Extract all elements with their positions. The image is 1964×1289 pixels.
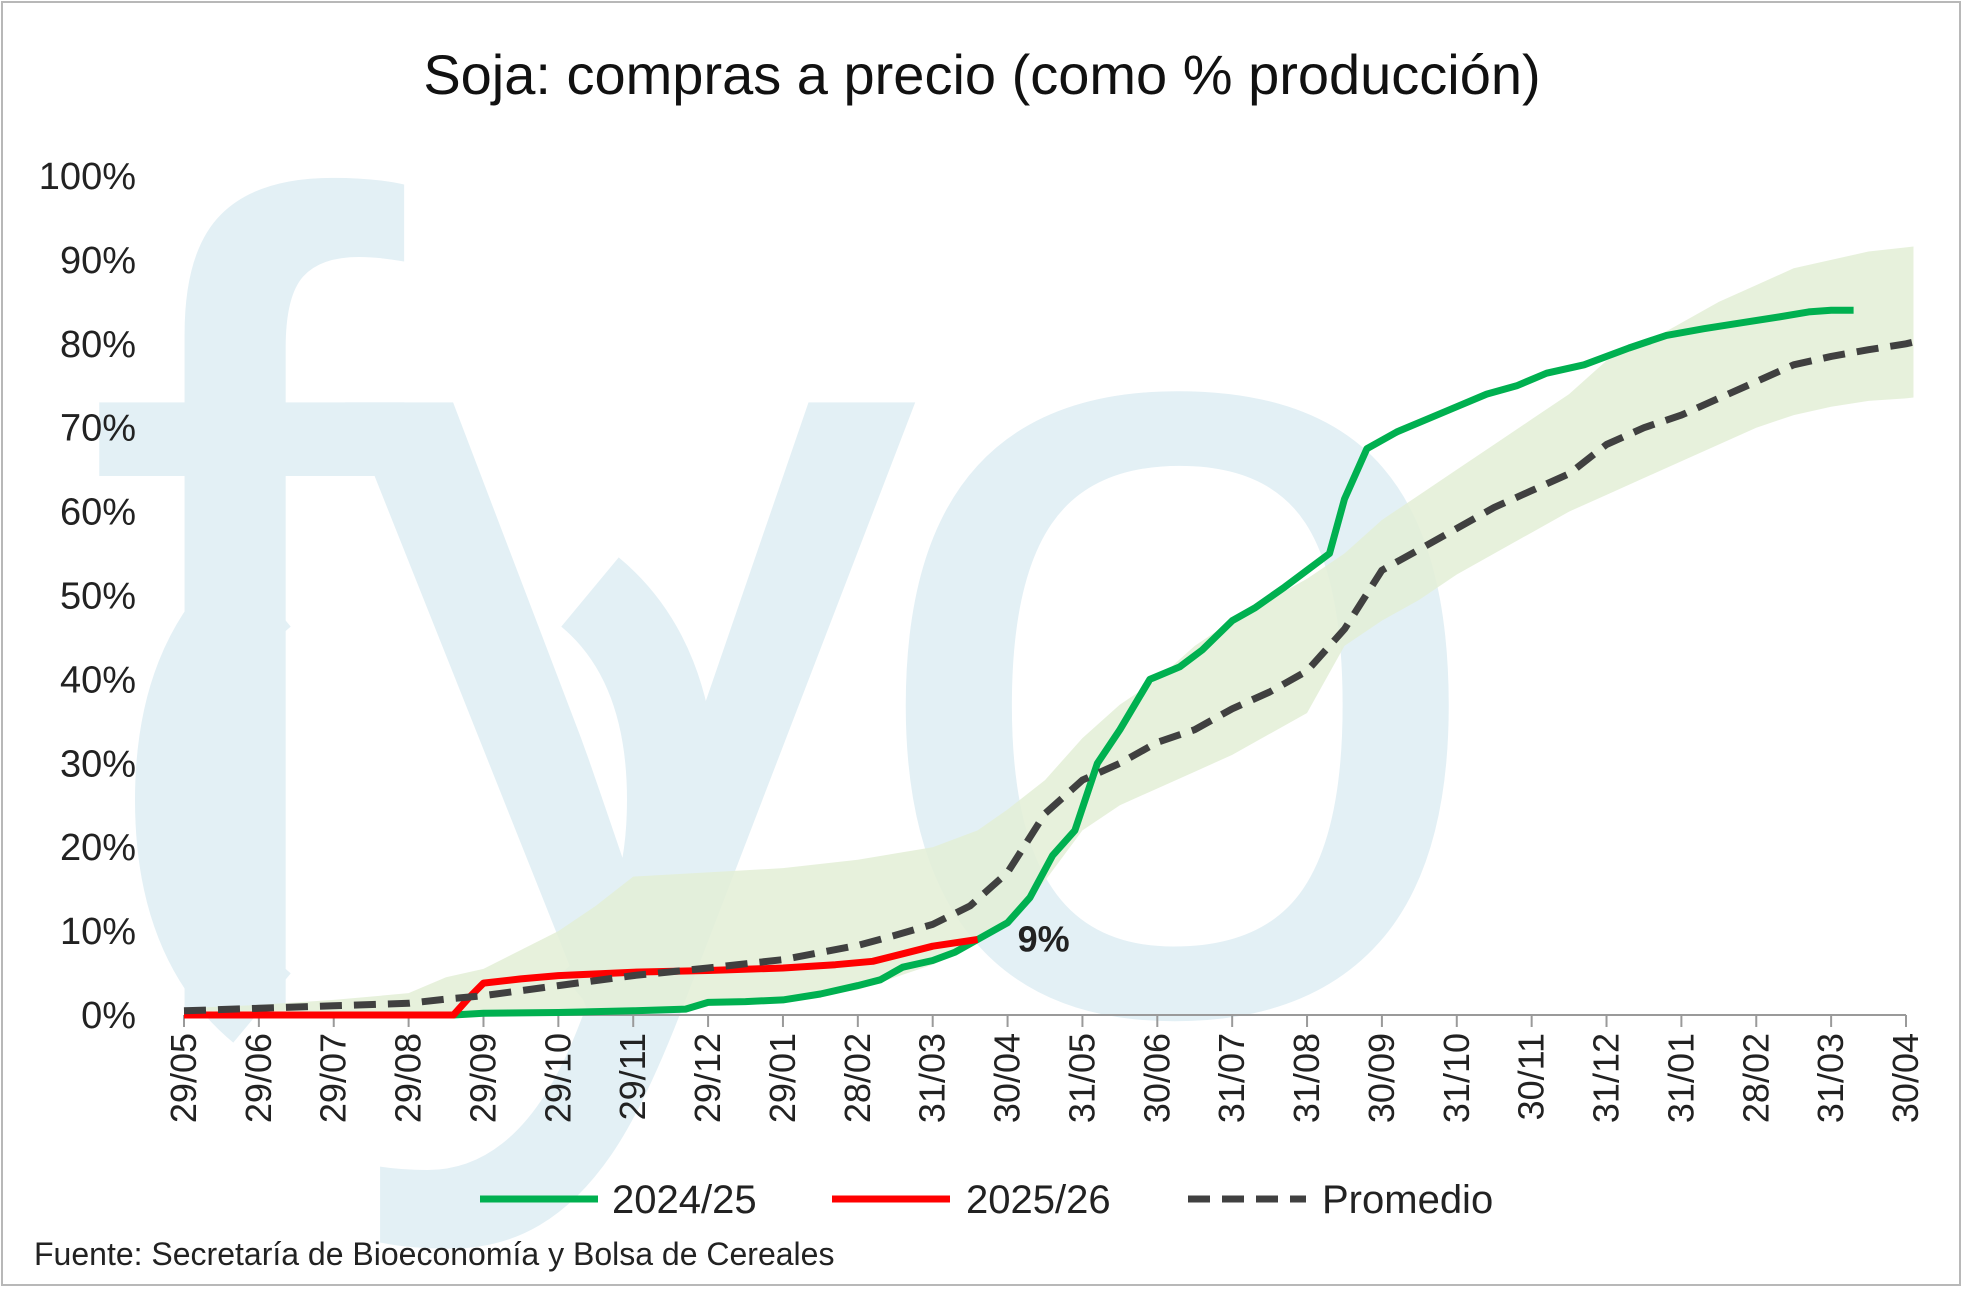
x-tick-label: 30/04: [1885, 1033, 1926, 1123]
y-tick-label: 100%: [39, 156, 136, 198]
x-tick-label: 31/10: [1436, 1033, 1477, 1123]
axes: 0% 10% 20% 30% 40% 50% 60% 70% 80% 90% 100% 29/05 29…: [39, 156, 1926, 1123]
x-tick-label: 30/11: [1511, 1033, 1552, 1120]
x-tick-label: 28/02: [1735, 1033, 1776, 1123]
legend-label: 2025/26: [966, 1178, 1111, 1222]
data-label: 9%: [1018, 918, 1070, 959]
y-tick-label: 40%: [60, 659, 136, 701]
x-tick-label: 31/08: [1286, 1033, 1327, 1123]
x-tick-label: 31/03: [1810, 1033, 1851, 1123]
chart-title: Soja: compras a precio (como % producció…: [423, 43, 1541, 106]
series-group: [183, 306, 1915, 1019]
legend-label: 2024/25: [612, 1178, 757, 1222]
y-tick-label: 20%: [60, 827, 136, 869]
x-tick-label: 29/05: [163, 1033, 204, 1123]
x-tick-label: 30/09: [1361, 1033, 1402, 1123]
source-note: Fuente: Secretaría de Bioeconomía y Bols…: [34, 1236, 835, 1272]
y-tick-label: 70%: [60, 408, 136, 450]
x-tick-label: 29/12: [687, 1033, 728, 1123]
x-tick-label: 31/07: [1211, 1033, 1252, 1123]
y-tick-label: 50%: [60, 576, 136, 618]
y-tick-label: 0%: [81, 995, 136, 1037]
x-tick-label: 31/03: [912, 1033, 953, 1123]
annotations: 9%: [1018, 918, 1070, 959]
x-tick-label: 29/07: [313, 1033, 354, 1123]
y-tick-label: 60%: [60, 492, 136, 534]
x-tick-label: 31/12: [1586, 1033, 1627, 1123]
x-tick-label: 29/11: [612, 1033, 653, 1120]
x-tick-label: 29/09: [462, 1033, 503, 1123]
x-tick-label: 31/05: [1061, 1033, 1102, 1123]
x-tick-label: 29/10: [537, 1033, 578, 1123]
x-tick-label: 29/08: [388, 1033, 429, 1123]
x-tick-label: 29/06: [238, 1033, 279, 1123]
series-line-2024-25: [184, 306, 1854, 1019]
x-tick-label: 31/01: [1660, 1033, 1701, 1123]
legend: 2024/25 2025/26 Promedio: [480, 1178, 1493, 1222]
x-tick-label: 29/01: [762, 1033, 803, 1123]
series-line-promedio: [183, 338, 1915, 1015]
x-tick-label: 28/02: [837, 1033, 878, 1123]
watermark-bracket-left: [134, 557, 292, 1043]
y-tick-label: 10%: [60, 911, 136, 953]
y-tick-label: 80%: [60, 324, 136, 366]
x-tick-label: 30/04: [987, 1033, 1028, 1123]
x-tick-label: 30/06: [1136, 1033, 1177, 1123]
legend-label: Promedio: [1322, 1178, 1493, 1222]
y-tick-label: 90%: [60, 240, 136, 282]
y-tick-label: 30%: [60, 743, 136, 785]
